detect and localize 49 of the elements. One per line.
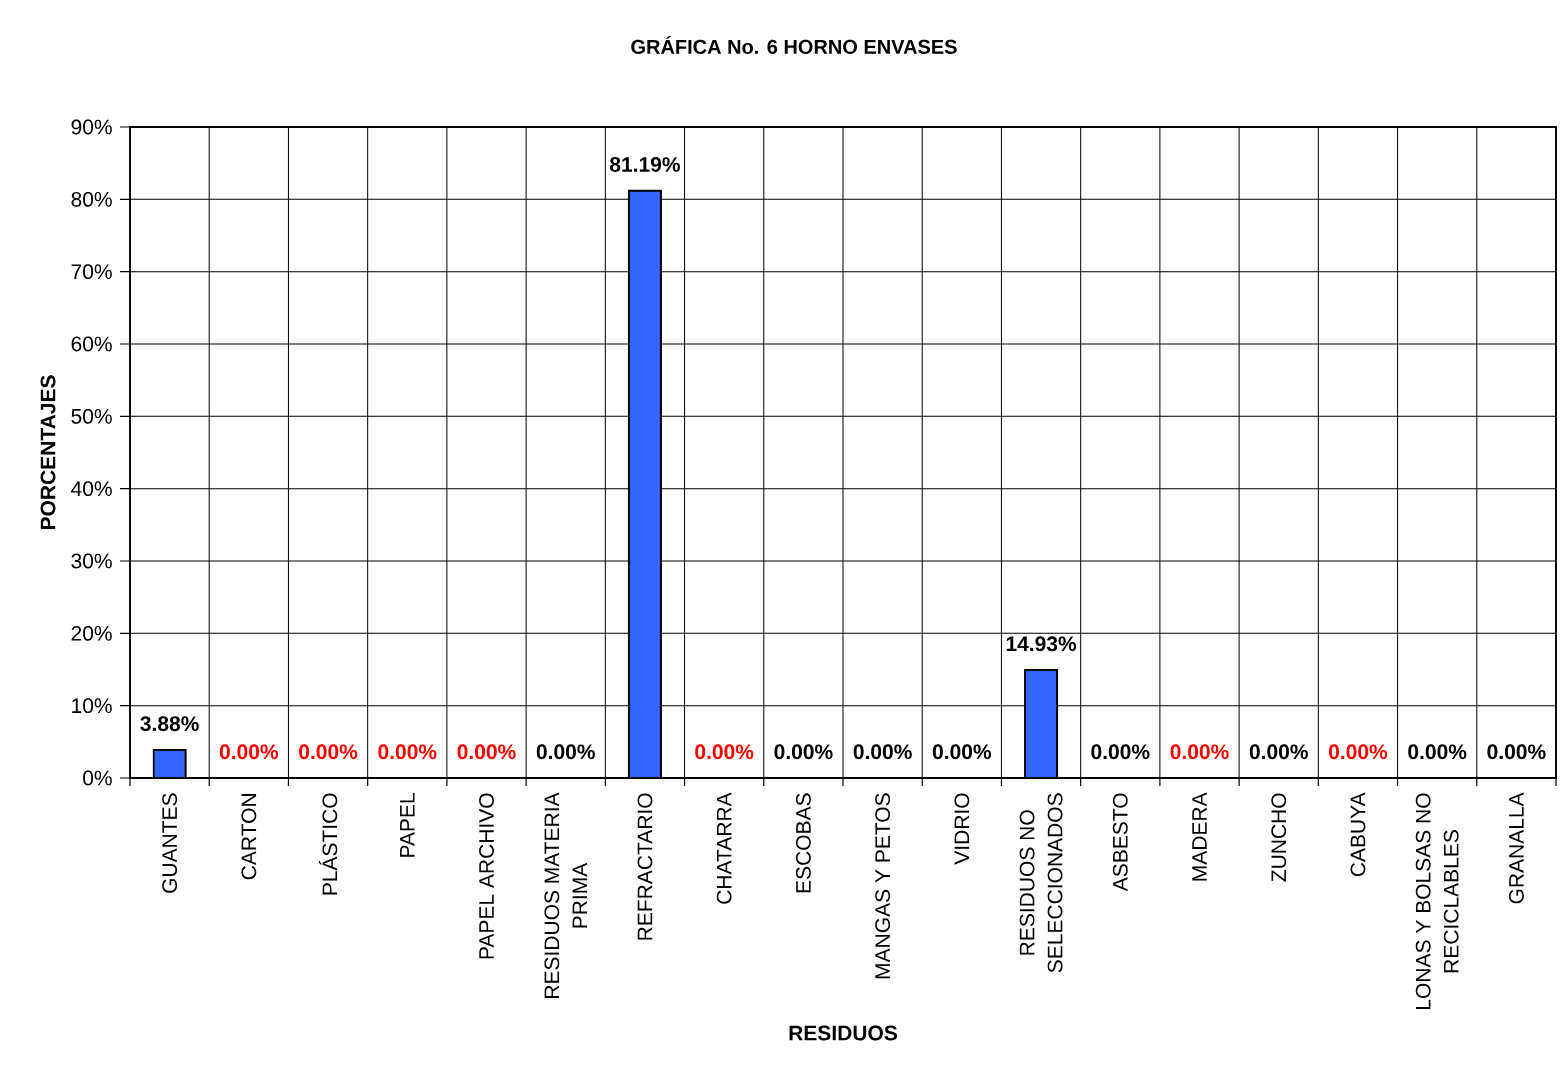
x-tick-label: RESIDUOS MATERIA PRIMA (544, 792, 588, 998)
data-label: 81.19% (609, 157, 680, 172)
x-tick-label: PLÁSTICO (318, 793, 338, 895)
data-label: 0.00% (695, 744, 754, 760)
data-label: 0.00% (299, 744, 358, 760)
data-label: 0.00% (536, 744, 595, 760)
data-label: 0.00% (853, 744, 912, 760)
y-tick-label: 60% (71, 336, 112, 352)
data-label: 0.00% (219, 744, 279, 760)
data-label: 0.00% (378, 744, 437, 760)
x-tick-label: CABUYA (1350, 792, 1366, 877)
y-tick-label: 40% (71, 481, 112, 497)
y-tick-label: 90% (71, 119, 112, 135)
data-label: 14.93% (1006, 636, 1077, 652)
data-label: 0.00% (1328, 744, 1388, 760)
y-tick-label: 10% (72, 698, 112, 714)
chart-title: GRÁFICA No. 6 HORNO ENVASES (631, 36, 957, 54)
data-label: 0.00% (1249, 744, 1308, 760)
data-label: 0.00% (457, 744, 516, 760)
y-tick-label: 80% (71, 191, 112, 207)
x-tick-label: CARTON (241, 794, 257, 880)
x-tick-label: MANGAS Y PETOS (875, 793, 891, 979)
data-label: 0.00% (1091, 744, 1150, 760)
y-tick-label: 50% (71, 408, 112, 424)
x-tick-label: ESCOBAS (795, 793, 811, 893)
data-label: 0.00% (774, 744, 833, 760)
x-tick-label: LONAS Y BOLSAS NO RECICLABLES (1415, 793, 1459, 1009)
x-tick-label: CHATARRA (716, 792, 732, 904)
x-tick-label: GRANALLA (1508, 792, 1524, 904)
y-axis-title: PORCENTAJES (40, 375, 56, 530)
data-label: 0.00% (1408, 744, 1467, 760)
data-label: 3.88% (140, 716, 199, 732)
x-axis-title: RESIDUOS (789, 1025, 898, 1041)
x-tick-label: RESIDUOS NO SELECCIONADOS (1019, 793, 1063, 973)
y-tick-label: 70% (71, 264, 112, 280)
x-tick-label: REFRACTARIO (637, 793, 653, 940)
x-tick-label: PAPEL (400, 793, 415, 857)
y-tick-label: 0% (83, 770, 112, 786)
y-tick-label: 30% (71, 553, 112, 569)
data-label: 0.00% (1170, 744, 1229, 760)
x-tick-label: MADERA (1192, 792, 1207, 881)
data-label: 0.00% (932, 744, 992, 760)
x-tick-label: ZUNCHO (1271, 793, 1287, 882)
y-tick-label: 20% (71, 625, 112, 641)
data-label: 0.00% (1487, 744, 1546, 760)
x-tick-label: PAPEL ARCHIVO (479, 793, 494, 959)
x-tick-label: GUANTES (162, 793, 178, 893)
x-tick-label: VIDRIO (954, 793, 970, 865)
x-tick-label: ASBESTO (1112, 793, 1128, 892)
